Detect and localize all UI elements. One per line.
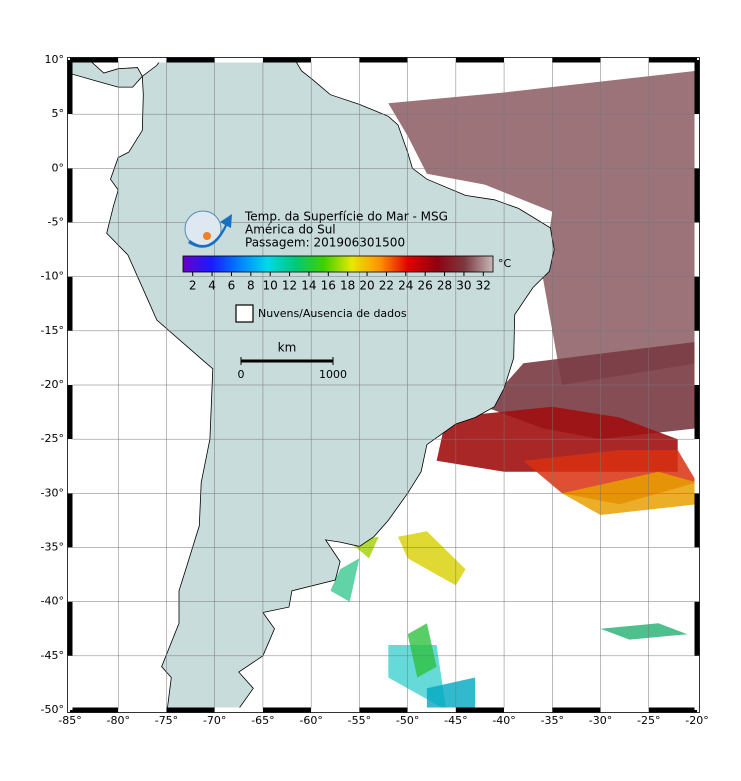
logo-dot — [203, 232, 211, 240]
y-tick-label: 5° — [52, 107, 65, 120]
y-tick-label: 0° — [52, 161, 65, 174]
logo-arrow — [188, 214, 232, 248]
colorbar-tick-label: 12 — [282, 279, 297, 293]
x-tick-label: -80° — [106, 714, 129, 727]
legend-swatch — [235, 304, 254, 323]
y-tick-label: -10° — [41, 270, 64, 283]
colorbar — [182, 255, 494, 273]
sst-patch — [407, 623, 437, 678]
pass: Passagem: 201906301500 — [245, 236, 405, 250]
y-tick-label: -45° — [41, 649, 64, 662]
y-tick-label: -15° — [41, 324, 64, 337]
y-tick-label: -25° — [41, 432, 64, 445]
y-tick-label: -50° — [41, 703, 64, 716]
x-tick-label: -45° — [444, 714, 467, 727]
colorbar-tick-label: 24 — [398, 279, 413, 293]
x-tick-label: -75° — [155, 714, 178, 727]
x-tick-label: -35° — [541, 714, 564, 727]
sst-patch — [600, 623, 688, 640]
x-tick-label: -65° — [251, 714, 274, 727]
x-tick-label: -55° — [348, 714, 371, 727]
scalebar-unit: km — [278, 341, 297, 355]
legend-label: Nuvens/Ausencia de dados — [258, 307, 407, 320]
colorbar-tick-label: 10 — [263, 279, 278, 293]
x-tick-label: -30° — [589, 714, 612, 727]
scalebar-label: 0 — [238, 368, 245, 381]
region: América do Sul — [245, 223, 336, 237]
sst-patch — [426, 677, 476, 710]
x-tick-label: -40° — [492, 714, 515, 727]
frame-outline — [67, 57, 700, 713]
x-tick-label: -20° — [685, 714, 708, 727]
colorbar-tick-label: 14 — [301, 279, 316, 293]
x-tick-label: -50° — [396, 714, 419, 727]
x-tick-label: -70° — [203, 714, 226, 727]
colorbar-tick-label: 26 — [418, 279, 433, 293]
title: Temp. da Superfície do Mar - MSG — [244, 210, 448, 224]
y-tick-label: -30° — [41, 486, 64, 499]
colorbar-unit: °C — [498, 257, 512, 270]
sst-patch — [330, 558, 360, 602]
y-tick-label: -20° — [41, 378, 64, 391]
colorbar-tick-label: 16 — [321, 279, 336, 293]
x-tick-label: -60° — [299, 714, 322, 727]
x-tick-label: -25° — [637, 714, 660, 727]
scalebar-label: 1000 — [319, 368, 347, 381]
colorbar-tick-label: 6 — [228, 279, 236, 293]
sst-patch — [398, 531, 466, 586]
colorbar-tick-label: 32 — [476, 279, 491, 293]
colorbar-tick-label: 28 — [437, 279, 452, 293]
x-tick-label: -85° — [58, 714, 81, 727]
y-tick-label: -35° — [41, 541, 64, 554]
y-tick-label: 10° — [45, 53, 65, 66]
sst-patch — [388, 70, 697, 386]
y-tick-label: -40° — [41, 595, 64, 608]
colorbar-tick-label: 18 — [340, 279, 355, 293]
colorbar-tick-label: 4 — [208, 279, 216, 293]
colorbar-tick-label: 30 — [456, 279, 471, 293]
colorbar-tick-label: 20 — [359, 279, 374, 293]
colorbar-tick-label: 22 — [379, 279, 394, 293]
y-tick-label: -5° — [48, 216, 64, 229]
colorbar-tick-label: 8 — [247, 279, 255, 293]
colorbar-tick-label: 2 — [189, 279, 197, 293]
land — [70, 60, 143, 88]
